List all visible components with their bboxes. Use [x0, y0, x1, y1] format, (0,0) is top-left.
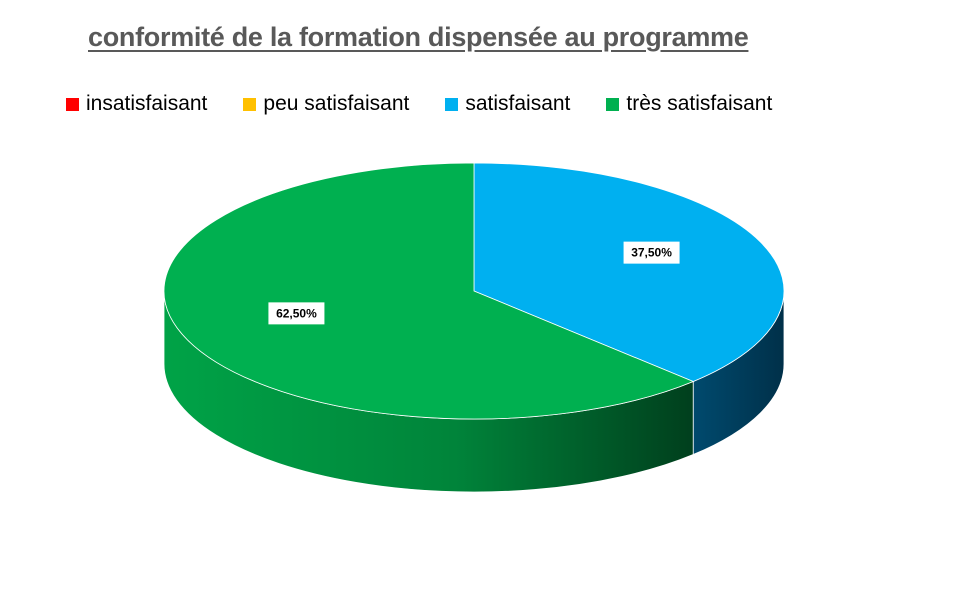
legend: insatisfaisant peu satisfaisant satisfaisa… [66, 90, 808, 118]
data-label-2: 37,50% [623, 241, 680, 264]
svg-text:37,50%: 37,50% [631, 246, 672, 260]
pie-slice-2 [473, 162, 785, 382]
legend-item-3: très satisfaisant [606, 92, 772, 116]
legend-swatch-2 [445, 97, 459, 111]
legend-label-3: très satisfaisant [626, 92, 773, 115]
legend-swatch-0 [66, 97, 79, 111]
pie-slice-3 [163, 162, 695, 420]
legend-item-2: satisfaisant [445, 92, 570, 116]
legend-swatch-1 [243, 97, 257, 111]
chart-title: conformité de la formation dispensée au … [88, 22, 749, 52]
legend-label-2: satisfaisant [465, 92, 571, 115]
legend-item-1: peu satisfaisant [243, 92, 409, 116]
legend-swatch-3 [606, 97, 620, 111]
legend-label-1: peu satisfaisant [263, 92, 410, 115]
legend-item-0: insatisfaisant [66, 92, 207, 116]
svg-text:62,50%: 62,50% [276, 306, 317, 320]
data-label-3: 62,50% [268, 302, 325, 325]
legend-label-0: insatisfaisant [86, 92, 208, 115]
